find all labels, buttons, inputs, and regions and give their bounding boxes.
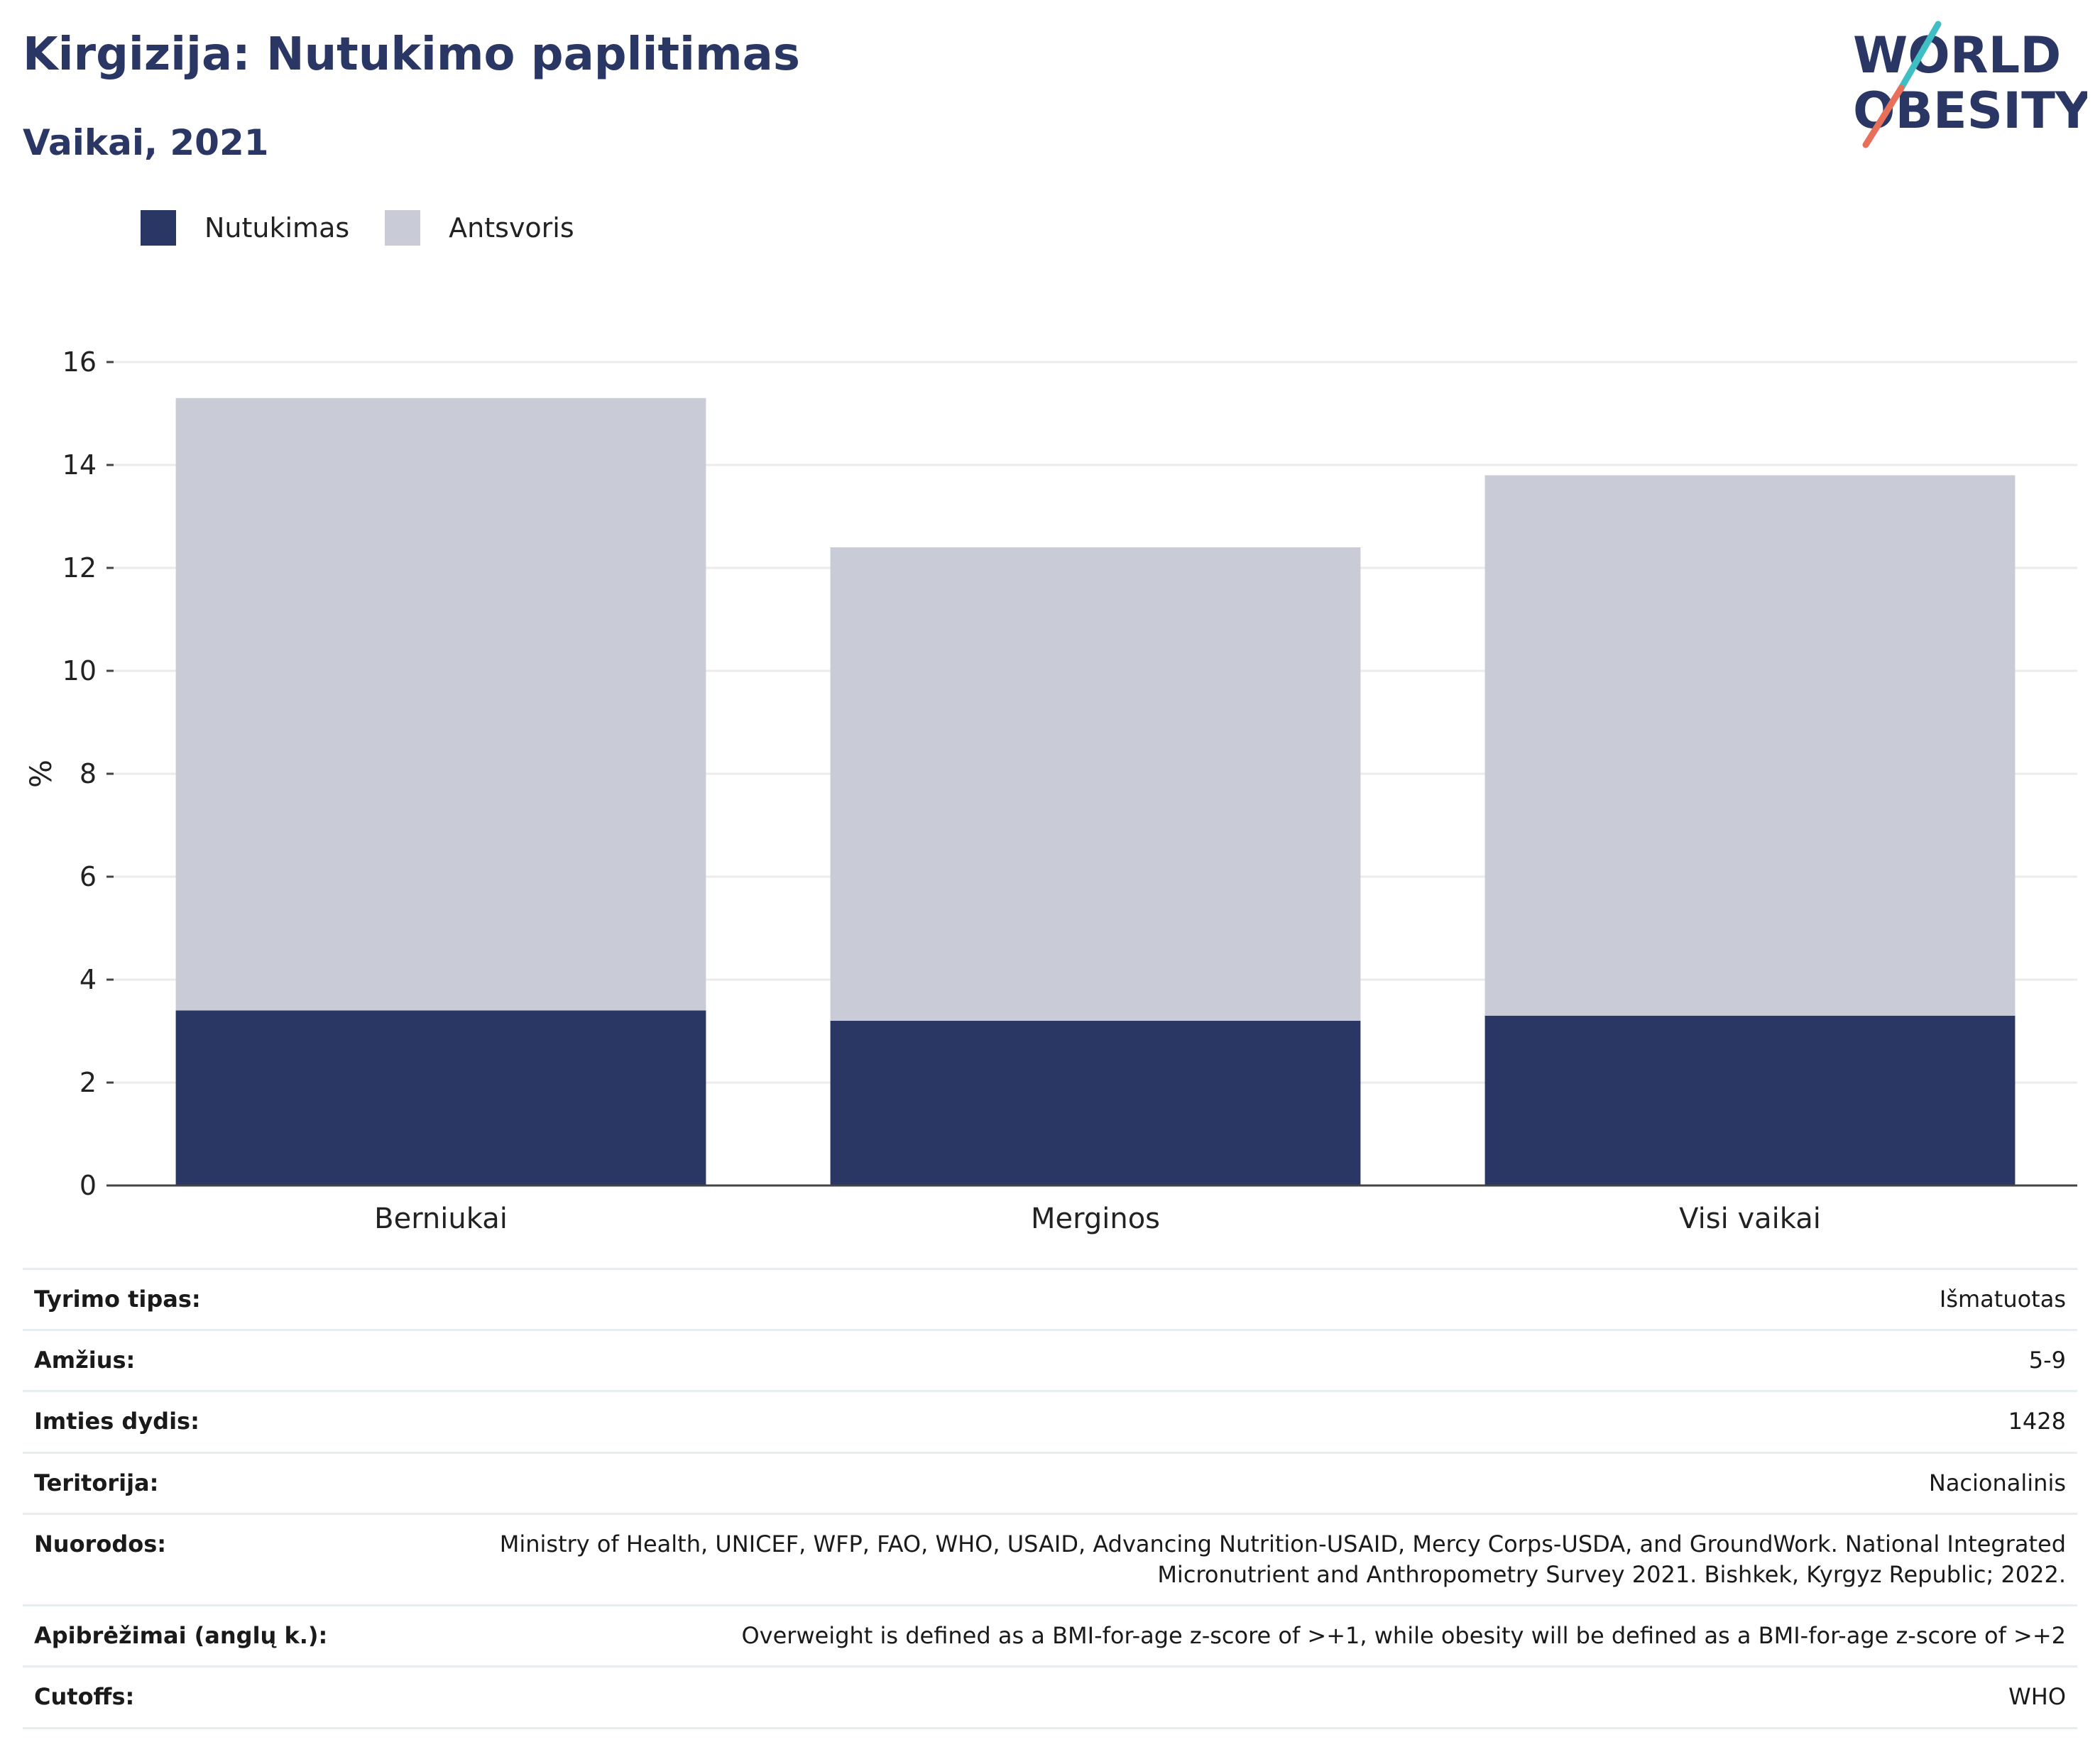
page-title: Kirgizija: Nutukimo paplitimas (23, 28, 800, 81)
info-value: Išmatuotas (415, 1267, 2077, 1330)
info-value: 5-9 (415, 1329, 2077, 1391)
y-tick-label: 10 (62, 655, 97, 686)
legend-swatch-obesity (141, 210, 176, 246)
svg-text:WORLD: WORLD (1853, 26, 2061, 84)
info-value: Ministry of Health, UNICEF, WFP, FAO, WH… (415, 1512, 2077, 1606)
legend-label-overweight: Antsvoris (449, 212, 574, 243)
legend-swatch-overweight (385, 210, 421, 246)
legend-item-obesity: Nutukimas (141, 210, 349, 246)
bar-obesity-3 (1484, 1015, 2016, 1185)
info-value: WHO (415, 1665, 2077, 1729)
info-row-definitions: Apibrėžimai (anglų k.): Overweight is de… (23, 1604, 2077, 1667)
info-value: Overweight is defined as a BMI-for-age z… (415, 1604, 2077, 1667)
svg-text:OBESITY: OBESITY (1853, 82, 2087, 140)
x-tick-label: Visi vaikai (1679, 1203, 1821, 1235)
y-tick-label: 8 (80, 758, 97, 789)
stacked-bar-chart: 0 2 4 6 8 10 12 14 16% Berniukai Merginos Visi vaik… (23, 346, 2077, 1235)
info-row-age: Amžius: 5-9 (23, 1329, 2077, 1391)
y-tick-label: 12 (62, 552, 97, 584)
world-obesity-logo: WORLD OBESITY (1853, 21, 2087, 148)
bar-obesity-2 (830, 1021, 1361, 1185)
info-key: Imties dydis: (23, 1390, 415, 1453)
x-tick-label: Merginos (1031, 1203, 1160, 1235)
y-tick-label: 14 (62, 449, 97, 481)
chart-legend: Nutukimas Antsvoris (141, 210, 610, 246)
y-tick-label: 6 (80, 861, 97, 892)
info-row-cutoffs: Cutoffs: WHO (23, 1665, 2077, 1729)
bar-overweight-2 (830, 547, 1361, 1021)
info-key: Tyrimo tipas: (23, 1267, 415, 1330)
x-tick-label: Berniukai (374, 1203, 508, 1235)
bar-obesity-1 (175, 1010, 706, 1185)
bar-overweight-3 (1484, 475, 2016, 1016)
y-tick-label: 4 (80, 964, 97, 995)
legend-item-overweight: Antsvoris (385, 210, 574, 246)
y-axis-label: % (23, 760, 58, 788)
survey-info-table: Tyrimo tipas: Išmatuotas Amžius: 5-9 Imt… (23, 1267, 2077, 1729)
info-row-sample-size: Imties dydis: 1428 (23, 1390, 2077, 1453)
info-key: Nuorodos: (23, 1512, 415, 1606)
info-key: Teritorija: (23, 1451, 415, 1514)
info-row-territory: Teritorija: Nacionalinis (23, 1451, 2077, 1514)
info-key: Amžius: (23, 1329, 415, 1391)
page-subtitle: Vaikai, 2021 (23, 122, 269, 163)
info-row-references: Nuorodos: Ministry of Health, UNICEF, WF… (23, 1512, 2077, 1606)
info-key: Apibrėžimai (anglų k.): (23, 1604, 415, 1667)
info-key: Cutoffs: (23, 1665, 415, 1729)
bar-overweight-1 (175, 398, 706, 1011)
info-value: Nacionalinis (415, 1451, 2077, 1514)
y-tick-label: 16 (62, 346, 97, 378)
y-tick-label: 0 (80, 1170, 97, 1201)
info-value: 1428 (415, 1390, 2077, 1453)
legend-label-obesity: Nutukimas (204, 212, 350, 243)
y-tick-label: 2 (80, 1067, 97, 1098)
info-row-survey-type: Tyrimo tipas: Išmatuotas (23, 1267, 2077, 1330)
